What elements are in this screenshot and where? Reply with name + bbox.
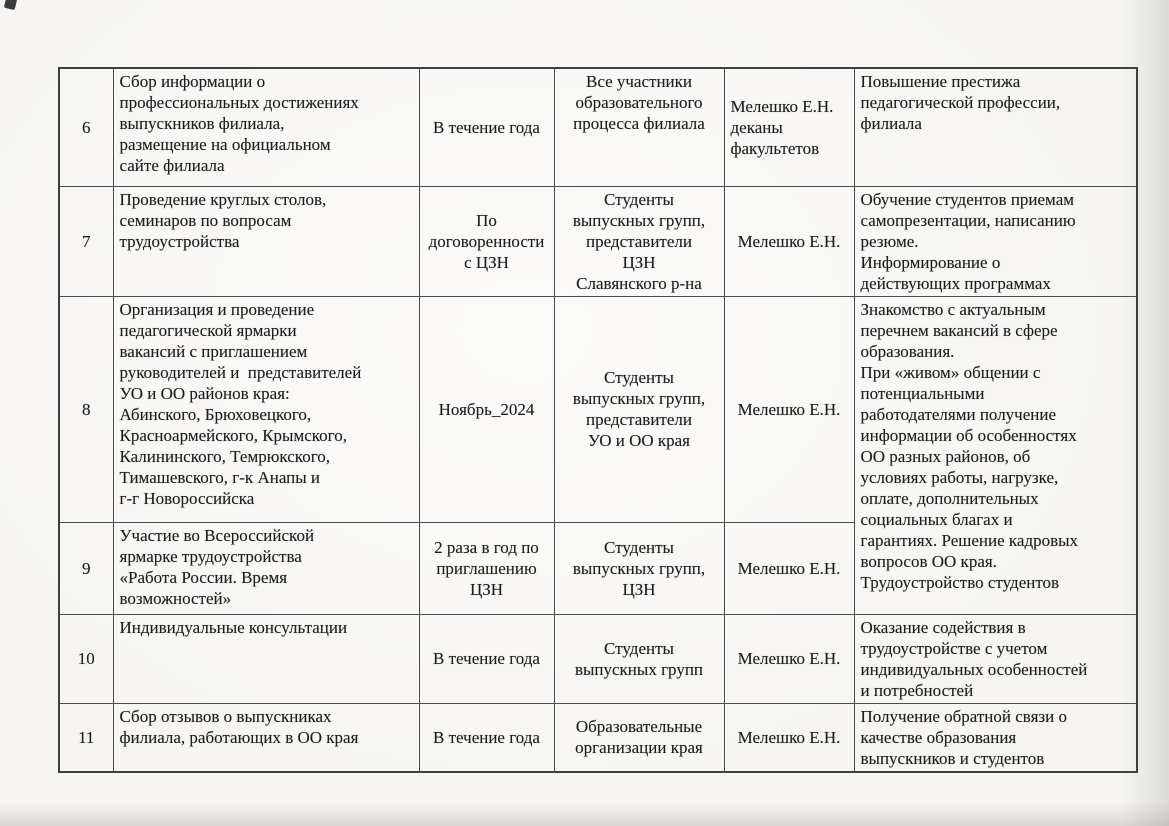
cell-activity: Индивидуальные консультации [112,613,420,704]
cell-row-number: 7 [58,185,114,297]
cell-participants: Студенты выпускных групп [553,613,725,704]
cell-participants: Студенты выпускных групп, ЦЗН [553,521,725,615]
cell-participants: Студенты выпускных групп, представители … [553,185,725,297]
cell-row-number: 10 [58,613,114,704]
cell-timing: В течение года [418,67,555,187]
cell-timing: По договоренности с ЦЗН [418,185,555,297]
cell-result: Получение обратной связи о качестве обра… [853,702,1138,772]
cell-row-number: 6 [58,67,114,187]
table-row: 11 Сбор отзывов о выпускниках филиала, р… [58,702,1138,772]
table-row: 10 Индивидуальные консультации В течение… [58,613,1138,704]
cell-row-number: 9 [58,521,114,615]
cell-activity: Сбор информации о профессиональных дости… [112,67,420,187]
cell-participants: Студенты выпускных групп, представители … [553,295,725,523]
cell-timing: В течение года [418,613,555,704]
cell-responsible: Мелешко Е.Н. [723,185,855,297]
cell-participants: Все участники образовательного процесса … [553,67,725,187]
cell-responsible: Мелешко Е.Н. [723,613,855,704]
cell-result-merged: Знакомство с актуальным перечнем ваканси… [853,295,1138,615]
cell-result: Обучение студентов приемам самопрезентац… [853,185,1138,297]
cell-timing: Ноябрь_2024 [418,295,555,523]
cell-activity: Организация и проведение педагогической … [112,295,420,523]
cell-row-number: 8 [58,295,114,523]
table-row: 9 Участие во Всероссийской ярмарке трудо… [58,521,1137,615]
table-row: 6 Сбор информации о профессиональных дос… [58,67,1138,187]
cell-activity: Проведение круглых столов, семинаров по … [112,185,420,297]
cell-row-number: 11 [58,702,114,772]
cell-responsible: Мелешко Е.Н. [723,702,855,772]
cell-timing: В течение года [418,702,555,772]
cell-timing: 2 раза в год по приглашению ЦЗН [418,521,555,615]
scan-artifact-mark [3,0,18,11]
cell-participants: Образовательные организации края [553,702,725,772]
table-row: 7 Проведение круглых столов, семинаров п… [58,185,1138,297]
table-row: 8 Организация и проведение педагогическо… [58,295,1138,615]
cell-result: Оказание содействия в трудоустройстве с … [853,613,1138,704]
cell-activity: Участие во Всероссийской ярмарке трудоус… [112,521,420,615]
activity-plan-table: 6 Сбор информации о профессиональных дос… [58,67,1138,773]
cell-responsible: Мелешко Е.Н. [723,521,855,615]
cell-result: Повышение престижа педагогической профес… [853,67,1138,187]
cell-responsible: Мелешко Е.Н. [723,295,855,523]
cell-responsible: Мелешко Е.Н. деканы факультетов [723,67,855,187]
cell-activity: Сбор отзывов о выпускниках филиала, рабо… [112,702,420,772]
